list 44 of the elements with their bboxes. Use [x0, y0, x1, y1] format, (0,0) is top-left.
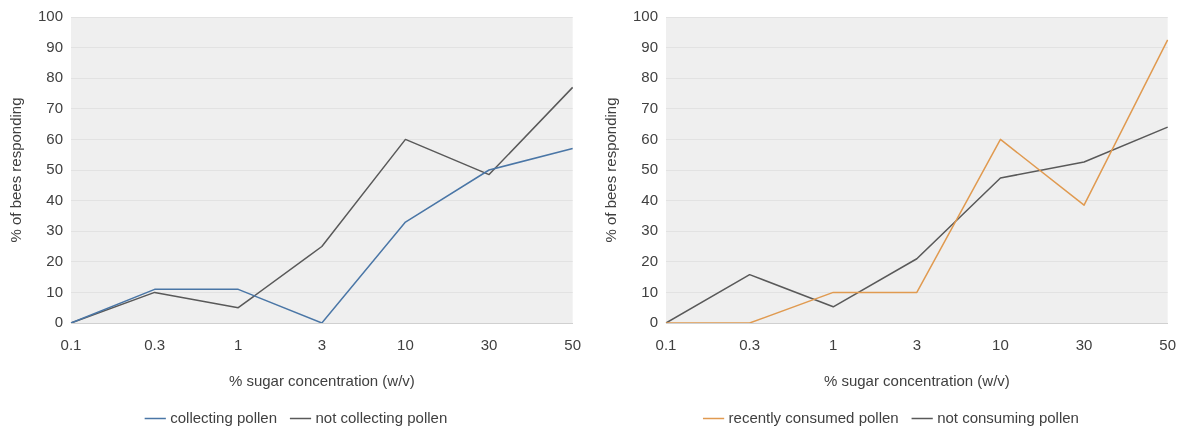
y-tick-label: 90	[46, 37, 64, 55]
y-tick-label: 10	[641, 282, 659, 300]
y-tick-label: 60	[46, 129, 64, 147]
y-tick-label: 60	[641, 129, 659, 147]
x-tick-label: 50	[564, 336, 581, 354]
y-axis-title: % of bees responding	[602, 97, 620, 243]
y-tick-label: 30	[641, 221, 659, 239]
y-tick-label: 0	[54, 313, 64, 331]
y-tick-label: 100	[38, 7, 64, 25]
x-tick-label: 30	[480, 336, 498, 354]
y-tick-label: 50	[641, 160, 659, 178]
legend-label: not consuming pollen	[937, 408, 1079, 426]
y-axis-title: % of bees responding	[7, 97, 25, 243]
y-tick-label: 20	[46, 251, 64, 269]
x-tick-label: 30	[1075, 336, 1093, 354]
y-tick-label: 70	[46, 98, 64, 116]
y-tick-label: 50	[46, 160, 64, 178]
y-tick-label: 80	[46, 68, 64, 86]
x-tick-label: 0.3	[144, 336, 166, 354]
x-tick-label: 0.3	[739, 336, 761, 354]
y-tick-label: 30	[46, 221, 64, 239]
x-tick-label: 0.1	[60, 336, 82, 354]
y-tick-label: 20	[641, 251, 659, 269]
x-tick-label: 1	[829, 336, 838, 354]
y-tick-label: 90	[641, 37, 659, 55]
x-tick-label: 0.1	[655, 336, 677, 354]
legend-label: collecting pollen	[170, 408, 277, 426]
legend-label: not collecting pollen	[315, 408, 448, 426]
x-tick-label: 10	[397, 336, 414, 354]
y-tick-label: 40	[46, 190, 64, 208]
x-tick-label: 50	[1159, 336, 1176, 354]
x-tick-label: 3	[317, 336, 327, 354]
y-tick-label: 40	[641, 190, 659, 208]
x-tick-label: 1	[234, 336, 243, 354]
y-tick-label: 100	[633, 7, 659, 25]
y-tick-label: 70	[641, 98, 659, 116]
legend-label: recently consumed pollen	[728, 408, 899, 426]
y-tick-label: 0	[649, 313, 659, 331]
x-tick-label: 10	[992, 336, 1009, 354]
y-tick-label: 10	[46, 282, 64, 300]
y-tick-label: 80	[641, 68, 659, 86]
x-tick-label: 3	[912, 336, 922, 354]
x-axis-title: % sugar concentration (w/v)	[228, 372, 415, 390]
x-axis-title: % sugar concentration (w/v)	[823, 372, 1010, 390]
